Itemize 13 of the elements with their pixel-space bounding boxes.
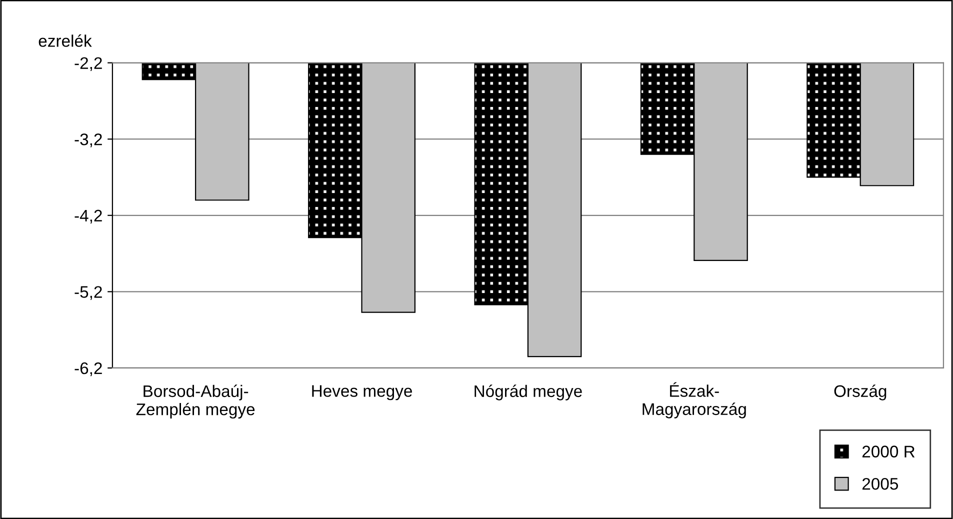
y-axis-title: ezrelék [38, 34, 92, 47]
y-tick-label: -6,2 [74, 362, 102, 376]
y-tick-label: -3,2 [74, 133, 102, 148]
x-tick-label: Ország [834, 384, 886, 400]
legend-label: 2005 [862, 478, 898, 490]
x-tick-label: Borsod-Abaúj- Zemplén megye [136, 384, 255, 419]
legend-label: 2000 R [862, 446, 915, 458]
x-tick-label: Heves megye [312, 385, 412, 400]
x-tick-label: Nógrád megye [474, 384, 582, 400]
y-tick-label: -2,2 [74, 57, 102, 71]
y-tick-label: -5,2 [74, 286, 102, 300]
y-tick-label: -4,2 [74, 210, 102, 224]
x-tick-label: Észak- Magyarország [642, 382, 746, 418]
